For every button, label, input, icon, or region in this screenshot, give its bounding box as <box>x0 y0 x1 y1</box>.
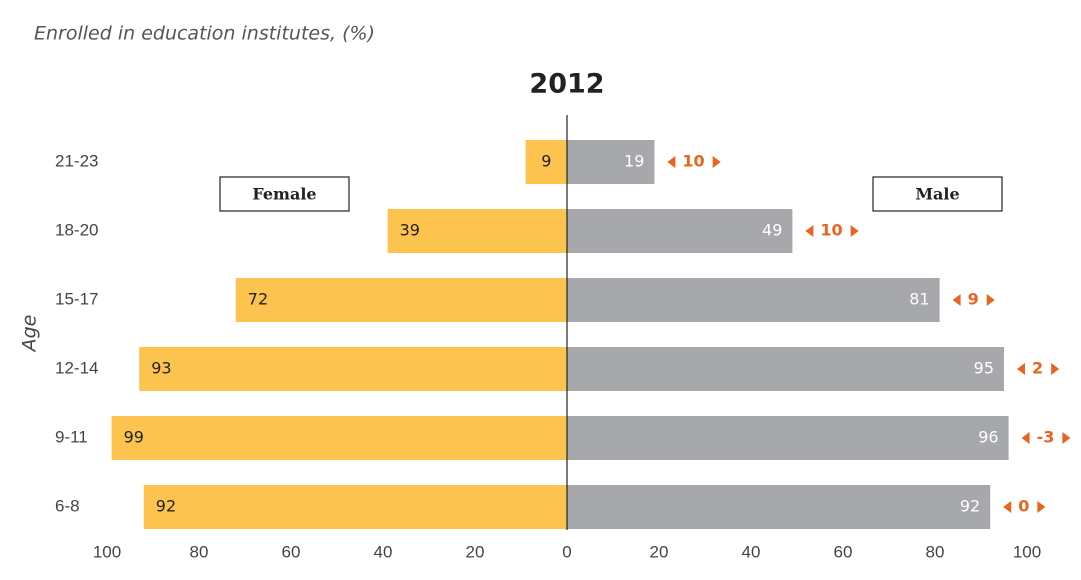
bar <box>235 278 568 322</box>
legend-box <box>219 176 350 212</box>
x-tick-label: 40 <box>742 542 761 561</box>
value-label: 49 <box>762 221 782 240</box>
x-tick-label: 100 <box>93 542 121 561</box>
y-tick-label: 6-8 <box>55 496 80 515</box>
annotation-arrow <box>1037 501 1046 513</box>
x-tick-label: 20 <box>650 542 669 561</box>
y-axis-label: Age <box>19 315 41 354</box>
annotation-arrow <box>667 156 676 168</box>
bar <box>111 416 567 460</box>
value-label: 81 <box>909 290 929 309</box>
bar <box>567 278 940 322</box>
bar <box>143 485 568 529</box>
x-tick-label: 60 <box>834 542 853 561</box>
annotation-arrow <box>1003 501 1012 513</box>
value-label: 72 <box>248 290 268 309</box>
x-tick-label: 100 <box>1013 542 1041 561</box>
x-tick-label: 80 <box>190 542 209 561</box>
value-label: 19 <box>624 152 644 171</box>
chart-title: 2012 <box>529 69 604 100</box>
bar <box>567 416 1009 460</box>
annotation-arrow <box>952 294 961 306</box>
bar <box>567 209 793 253</box>
value-label: 96 <box>978 428 998 447</box>
x-tick-label: 20 <box>466 542 485 561</box>
x-tick-label: 40 <box>374 542 393 561</box>
bar <box>525 140 567 184</box>
annotation: 10 <box>820 221 842 240</box>
annotation: 10 <box>682 152 704 171</box>
annotation-arrow <box>986 294 995 306</box>
annotation-arrow <box>712 156 721 168</box>
value-label: 93 <box>151 359 171 378</box>
annotation: 9 <box>968 290 979 309</box>
y-tick-label: 18-20 <box>55 220 98 239</box>
value-label: 95 <box>974 359 994 378</box>
bar <box>567 140 655 184</box>
value-label: 39 <box>400 221 420 240</box>
chart-subtitle: Enrolled in education institutes, (%) <box>34 23 375 45</box>
value-label: 92 <box>156 497 176 516</box>
annotation: -3 <box>1037 428 1055 447</box>
annotation-arrow <box>1017 363 1025 375</box>
x-tick-label: 80 <box>926 542 945 561</box>
y-tick-label: 21-23 <box>55 151 98 170</box>
bar <box>567 485 991 529</box>
annotation-arrow <box>1021 432 1030 444</box>
annotation-arrow <box>1051 363 1060 375</box>
bar <box>387 209 567 253</box>
y-tick-label: 15-17 <box>55 289 98 308</box>
y-tick-label: 12-14 <box>55 358 98 377</box>
x-tick-label: 60 <box>282 542 301 561</box>
y-tick-label: 9-11 <box>55 427 88 446</box>
annotation: 2 <box>1032 359 1043 378</box>
annotation: 0 <box>1018 497 1029 516</box>
value-label: 99 <box>124 428 144 447</box>
legend-label: Male <box>915 185 959 204</box>
annotation-arrow <box>805 225 814 237</box>
value-label: 92 <box>960 497 980 516</box>
legend-label: Female <box>252 185 316 204</box>
bar <box>139 347 567 391</box>
annotation-arrow <box>1062 432 1071 444</box>
value-label: 9 <box>541 152 551 171</box>
x-tick-label: 0 <box>562 542 571 561</box>
legend-box <box>872 176 1003 212</box>
bar <box>567 347 1004 391</box>
annotation-arrow <box>850 225 859 237</box>
